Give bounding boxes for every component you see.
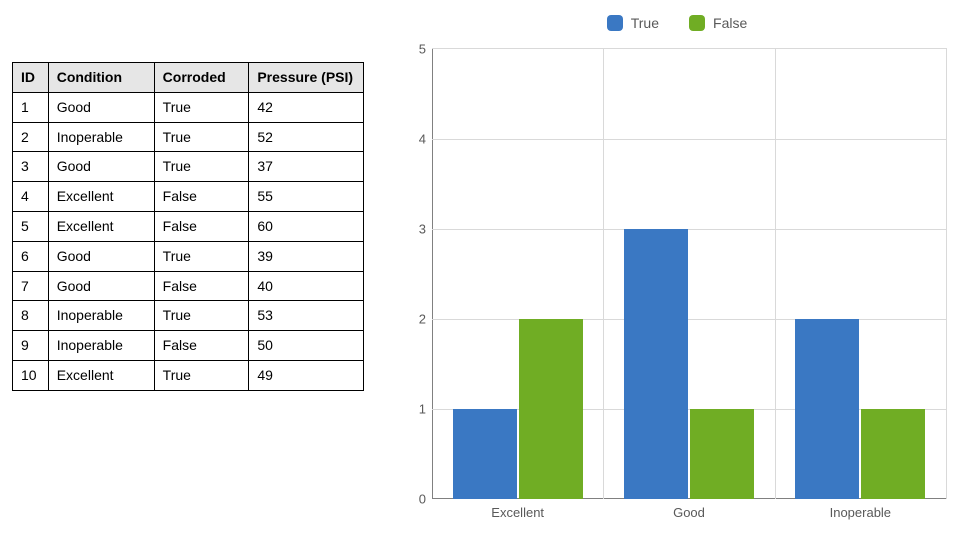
legend-label-true: True: [631, 15, 659, 31]
y-tick-label: 0: [404, 492, 426, 507]
col-header-corroded: Corroded: [154, 63, 249, 93]
cell-pressure: 40: [249, 271, 364, 301]
cell-id: 3: [13, 152, 49, 182]
legend-item-true: True: [607, 15, 659, 31]
legend-label-false: False: [713, 15, 747, 31]
table-row: 2 Inoperable True 52: [13, 122, 364, 152]
y-axis-line: [432, 49, 433, 499]
data-table: ID Condition Corroded Pressure (PSI) 1 G…: [12, 62, 364, 391]
chart-legend: True False: [400, 8, 954, 38]
category-separator: [603, 49, 604, 499]
cell-corroded: False: [154, 331, 249, 361]
cell-condition: Good: [48, 152, 154, 182]
table-header-row: ID Condition Corroded Pressure (PSI): [13, 63, 364, 93]
gridline: [432, 319, 946, 320]
page-root: ID Condition Corroded Pressure (PSI) 1 G…: [0, 0, 967, 540]
table-row: 9 Inoperable False 50: [13, 331, 364, 361]
y-tick-label: 1: [404, 402, 426, 417]
cell-corroded: True: [154, 241, 249, 271]
col-header-condition: Condition: [48, 63, 154, 93]
bar: [795, 319, 859, 499]
col-header-id: ID: [13, 63, 49, 93]
cell-id: 10: [13, 360, 49, 390]
cell-pressure: 49: [249, 360, 364, 390]
cell-corroded: False: [154, 211, 249, 241]
bar: [453, 409, 517, 499]
cell-id: 1: [13, 92, 49, 122]
table-row: 6 Good True 39: [13, 241, 364, 271]
cell-id: 5: [13, 211, 49, 241]
cell-condition: Good: [48, 92, 154, 122]
y-tick-label: 5: [404, 42, 426, 57]
gridline: [432, 229, 946, 230]
bar: [519, 319, 583, 499]
cell-id: 2: [13, 122, 49, 152]
cell-condition: Inoperable: [48, 331, 154, 361]
table-row: 3 Good True 37: [13, 152, 364, 182]
cell-corroded: True: [154, 360, 249, 390]
cell-id: 9: [13, 331, 49, 361]
cell-id: 8: [13, 301, 49, 331]
legend-swatch-true: [607, 15, 623, 31]
cell-pressure: 52: [249, 122, 364, 152]
y-tick-label: 4: [404, 132, 426, 147]
x-tick-label: Inoperable: [830, 505, 891, 520]
cell-corroded: False: [154, 271, 249, 301]
cell-corroded: True: [154, 301, 249, 331]
y-tick-label: 3: [404, 222, 426, 237]
legend-item-false: False: [689, 15, 747, 31]
x-tick-label: Good: [673, 505, 705, 520]
plot-area: 012345ExcellentGoodInoperable: [432, 48, 947, 499]
cell-condition: Excellent: [48, 360, 154, 390]
cell-condition: Inoperable: [48, 122, 154, 152]
col-header-pressure: Pressure (PSI): [249, 63, 364, 93]
cell-pressure: 60: [249, 211, 364, 241]
table-row: 5 Excellent False 60: [13, 211, 364, 241]
table-row: 1 Good True 42: [13, 92, 364, 122]
cell-corroded: True: [154, 92, 249, 122]
cell-id: 7: [13, 271, 49, 301]
cell-condition: Excellent: [48, 211, 154, 241]
bar: [690, 409, 754, 499]
cell-pressure: 37: [249, 152, 364, 182]
table-row: 7 Good False 40: [13, 271, 364, 301]
y-tick-label: 2: [404, 312, 426, 327]
cell-condition: Inoperable: [48, 301, 154, 331]
data-table-container: ID Condition Corroded Pressure (PSI) 1 G…: [12, 62, 364, 391]
cell-corroded: True: [154, 122, 249, 152]
table-row: 8 Inoperable True 53: [13, 301, 364, 331]
bar: [861, 409, 925, 499]
cell-pressure: 53: [249, 301, 364, 331]
cell-corroded: False: [154, 182, 249, 212]
cell-id: 4: [13, 182, 49, 212]
cell-pressure: 50: [249, 331, 364, 361]
bar-chart: True False 012345ExcellentGoodInoperable: [400, 8, 954, 532]
table-row: 4 Excellent False 55: [13, 182, 364, 212]
category-separator: [775, 49, 776, 499]
cell-id: 6: [13, 241, 49, 271]
legend-swatch-false: [689, 15, 705, 31]
cell-pressure: 55: [249, 182, 364, 212]
bar: [624, 229, 688, 499]
table-row: 10 Excellent True 49: [13, 360, 364, 390]
x-tick-label: Excellent: [491, 505, 544, 520]
cell-condition: Good: [48, 241, 154, 271]
cell-pressure: 42: [249, 92, 364, 122]
cell-corroded: True: [154, 152, 249, 182]
cell-condition: Excellent: [48, 182, 154, 212]
gridline: [432, 139, 946, 140]
cell-condition: Good: [48, 271, 154, 301]
cell-pressure: 39: [249, 241, 364, 271]
